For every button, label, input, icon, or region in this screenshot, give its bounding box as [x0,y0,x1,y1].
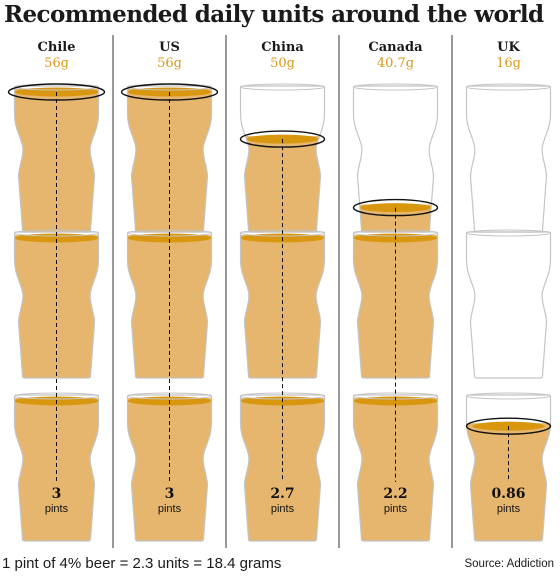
glass-rim [466,229,551,237]
pint-glass [13,392,100,542]
grams-label: 56g [44,56,69,71]
country-name: UK [497,40,520,55]
pint-glass [465,392,552,542]
glass-rim [240,83,325,91]
country-name: China [261,40,304,55]
country-name: Canada [368,40,423,55]
pints-label-background [149,484,190,516]
pints-label-background [488,484,529,516]
pint-glass [465,229,552,379]
pints-value: 3 [165,486,175,502]
pints-label-background [36,484,77,516]
pints-unit: pints [384,503,408,515]
level-highlight-ring [239,130,326,148]
pint-glass [465,83,552,233]
pints-value: 3 [52,486,62,502]
pints-unit: pints [497,503,521,515]
pints-value: 2.2 [383,486,407,502]
pint-glass [126,83,213,233]
country-name: Chile [38,40,76,55]
pints-unit: pints [271,503,295,515]
pints-value: 0.86 [491,486,525,502]
level-highlight-ring [352,198,439,217]
level-highlight-ring [7,83,106,101]
glass-outline [465,85,552,233]
country-name: US [159,40,180,55]
pints-label-background [262,484,303,516]
grams-label: 56g [157,56,182,71]
footer-note: 1 pint of 4% beer = 2.3 units = 18.4 gra… [2,555,282,572]
grams-label: 16g [496,56,521,71]
glass-rim [353,83,438,91]
pints-unit: pints [158,503,182,515]
pints-unit: pints [45,503,69,515]
pints-value: 2.7 [270,486,294,502]
glass-rim [240,229,325,237]
beer-fill [14,89,99,232]
column-dividers [112,35,453,548]
grams-label: 40.7g [377,56,414,71]
source-note: Source: Addiction [464,558,554,570]
chart-title: Recommended daily units around the world [4,1,544,28]
country-columns: Chile56g3pintsUS56g3pintsChina50g2.7pint… [7,40,552,542]
grams-label: 50g [270,56,295,71]
level-highlight-ring [465,417,552,435]
beer-fill [127,89,212,232]
glass-rim [466,392,551,400]
level-highlight-ring [120,83,219,101]
pints-label-background [375,484,416,516]
glass-outline [465,231,552,379]
glass-rim [466,83,551,91]
